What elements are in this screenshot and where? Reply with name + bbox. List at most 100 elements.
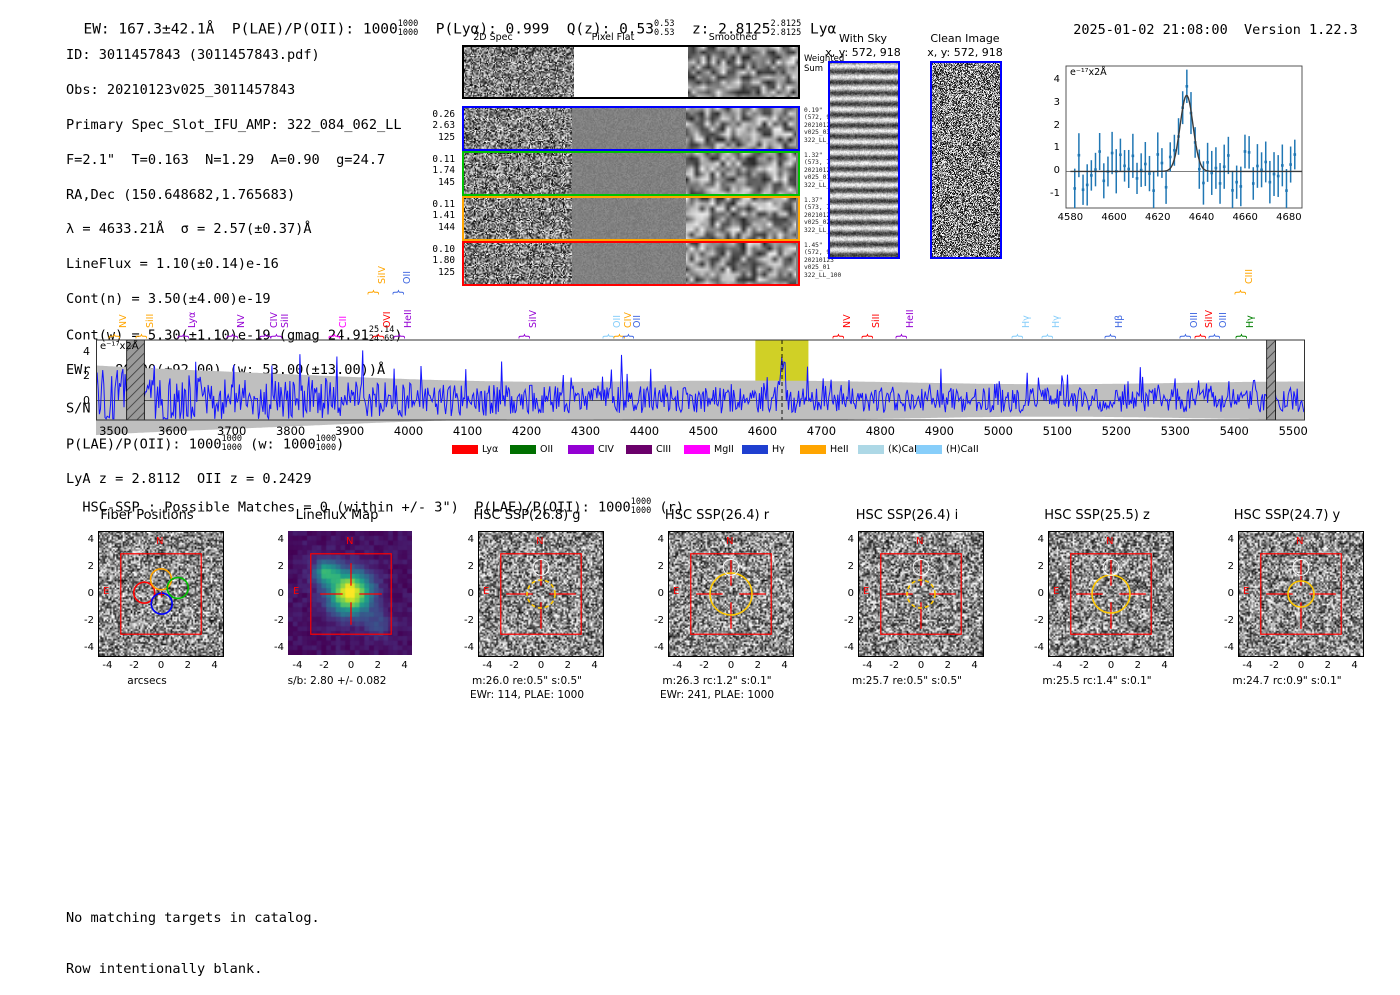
cutout-xtick: 2 — [1134, 660, 1141, 671]
cutout-image — [1238, 531, 1364, 657]
cutout-xtick: 0 — [1107, 660, 1115, 671]
cutout-image — [858, 531, 984, 657]
catalog-status-line2: Row intentionally blank. — [66, 961, 263, 977]
cutout-ytick: -4 — [1034, 641, 1044, 653]
sky-panel-title-0: With Sky — [839, 32, 887, 45]
cutout-overlay — [310, 553, 392, 635]
legend-item: CIV — [568, 444, 614, 455]
spectrum-xtick: 4300 — [570, 424, 601, 438]
emission-line-marker: SiIV} — [366, 244, 388, 296]
cutout-xtick: -4 — [1242, 660, 1253, 671]
compass-north: N — [156, 536, 164, 547]
inset-xtick: 4660 — [1232, 212, 1258, 223]
fiber-spectrum-row — [462, 106, 800, 151]
header-line-name: Lyα — [809, 21, 837, 38]
inset-ytick: -1 — [1050, 188, 1060, 200]
cutout-ytick: 0 — [87, 588, 94, 599]
emission-line-brace: } — [366, 288, 381, 296]
legend-swatch — [568, 445, 594, 454]
inset-xtick: 4620 — [1145, 212, 1171, 223]
cutout-ytick: 4 — [277, 534, 284, 546]
cutout-xtick: -2 — [1269, 660, 1280, 671]
info-plae: P(LAE)/P(OII): 1000 1000 1000 (w: 1000 1000… — [66, 434, 345, 453]
cutout-xtick: 2 — [1324, 660, 1331, 671]
emission-line-brace: } — [1010, 332, 1025, 340]
spectrum-xtick: 4000 — [393, 424, 424, 438]
legend-swatch — [742, 445, 768, 454]
cutout-panel-1: Lineflux Map N E -4 -4 -2 -2 0 0 2 2 4 4 s/b: 2.80 +/… — [242, 508, 432, 720]
legend-item: HeII — [800, 444, 849, 455]
compass-east: E — [1053, 586, 1060, 597]
cutout-caption-1: m:25.7 re:0.5" s:0.5" — [852, 675, 962, 687]
fiber-row-values: 0.26 2.63 125 — [432, 109, 455, 143]
2d-spectra-panel: 2D Spec Pixel Flat Smoothed Weighted Sum 0.26… — [430, 32, 844, 286]
cutout-ytick: 0 — [277, 588, 284, 599]
spectrum-xtick: 3800 — [275, 424, 306, 438]
cutout-ytick: 4 — [847, 534, 854, 546]
legend-swatch — [626, 445, 652, 454]
cutout-xtick: -4 — [292, 660, 303, 671]
cutout-ytick: 2 — [847, 561, 854, 573]
legend-label: MgII — [714, 444, 734, 455]
spectrum-xtick: 4800 — [865, 424, 896, 438]
cutout-xtick: -4 — [102, 660, 113, 671]
cutout-image-row: Fiber Positions + N E -4 -4 -2 -2 0 0 2 2 4 4 arcsecs L… — [52, 508, 1392, 718]
cutout-ytick: 2 — [87, 561, 94, 573]
header-ew: EW: 167.3±42.1Å — [83, 21, 215, 38]
emission-line-marker: Hγ} — [1040, 288, 1062, 340]
timestamp-version: 2025-01-02 21:08:00 Version 1.22.3 — [1057, 6, 1358, 38]
emission-line-marker: SiII} — [134, 288, 156, 340]
emission-line-brace: } — [1193, 332, 1208, 340]
emission-line-marker: SiIV} — [517, 288, 539, 340]
cutout-xtick: 2 — [564, 660, 571, 671]
weighted-sum-label-2: Sum — [804, 64, 824, 74]
emission-line-marker: OII} — [390, 244, 413, 296]
cutout-xtick: 0 — [347, 660, 355, 671]
sky-panel-coords-1: x, y: 572, 918 — [927, 46, 1003, 59]
emission-line-brace: } — [390, 288, 405, 296]
sky-panel-image-sky — [828, 61, 900, 259]
compass-east: E — [483, 586, 490, 597]
info-lineflux: LineFlux = 1.10(±0.14)e-16 — [66, 256, 279, 273]
cutout-panel-4: HSC SSP(26.4) i N E -4 -4 -2 -2 0 0 2 2 4 4 m:25.7 re… — [812, 508, 1002, 720]
hsc-text: HSC-SSP : Possible Matches = 0 (within +… — [82, 499, 631, 516]
compass-east: E — [103, 586, 110, 597]
legend-label: (H)CaII — [946, 444, 979, 455]
cutout-xtick: 0 — [1297, 660, 1305, 671]
cutout-caption-2: EWr: 241, PLAE: 1000 — [659, 689, 775, 701]
compass-north: N — [1296, 536, 1304, 547]
emission-line-brace: } — [224, 332, 239, 340]
legend-label: Hγ — [772, 444, 785, 455]
cutout-ytick: 4 — [657, 534, 664, 546]
emission-line-marker: Hγ} — [1010, 288, 1032, 340]
cutout-title: Fiber Positions — [100, 508, 194, 523]
cutout-caption-1: m:24.7 rc:0.9" s:0.1" — [1232, 675, 1342, 687]
legend-swatch — [684, 445, 710, 454]
emission-line-label: NV — [117, 314, 129, 328]
sky-panel-image-clean — [930, 61, 1002, 259]
legend-label: CIII — [656, 444, 672, 455]
emission-line-marker: OIII} — [1207, 288, 1229, 340]
fiber-row-values: 0.10 1.80 125 — [432, 244, 455, 278]
catalog-status-line1: No matching targets in catalog. — [66, 910, 320, 926]
cutout-xtick: 4 — [401, 660, 408, 671]
emission-line-marker: OII} — [621, 288, 643, 340]
spectrum-xtick: 5400 — [1219, 424, 1249, 438]
cutout-overlay: + — [120, 553, 202, 635]
cutout-ytick: 0 — [657, 588, 664, 599]
emission-line-label: CIII — [1244, 268, 1256, 284]
fiber-row-meta: 1.37" (573, 752) 20210123 v025_02 322_LL_081 — [804, 197, 842, 234]
inset-units-label: e⁻¹⁷x2Å — [1070, 67, 1107, 78]
spectrum-xtick: 4400 — [629, 424, 660, 438]
cutout-ytick: 0 — [467, 588, 474, 599]
cutout-xtick: 2 — [944, 660, 951, 671]
spectrum-legend: Lyα OII CIV CIII MgII Hγ HeII (K)CaII (H)CaII — [452, 444, 979, 458]
cutout-panel-0: Fiber Positions + N E -4 -4 -2 -2 0 0 2 2 4 4 arcsecs — [52, 508, 242, 720]
cutout-xtick: 4 — [971, 660, 978, 671]
spectrum-xtick: 4200 — [511, 424, 542, 438]
emission-line-marker: SiII} — [269, 288, 291, 340]
emission-line-brace: } — [1103, 332, 1118, 340]
spectrum-xtick: 4500 — [688, 424, 719, 438]
legend-item: (K)CaII — [858, 444, 920, 455]
spectrum-ytick: 0 — [83, 393, 90, 407]
